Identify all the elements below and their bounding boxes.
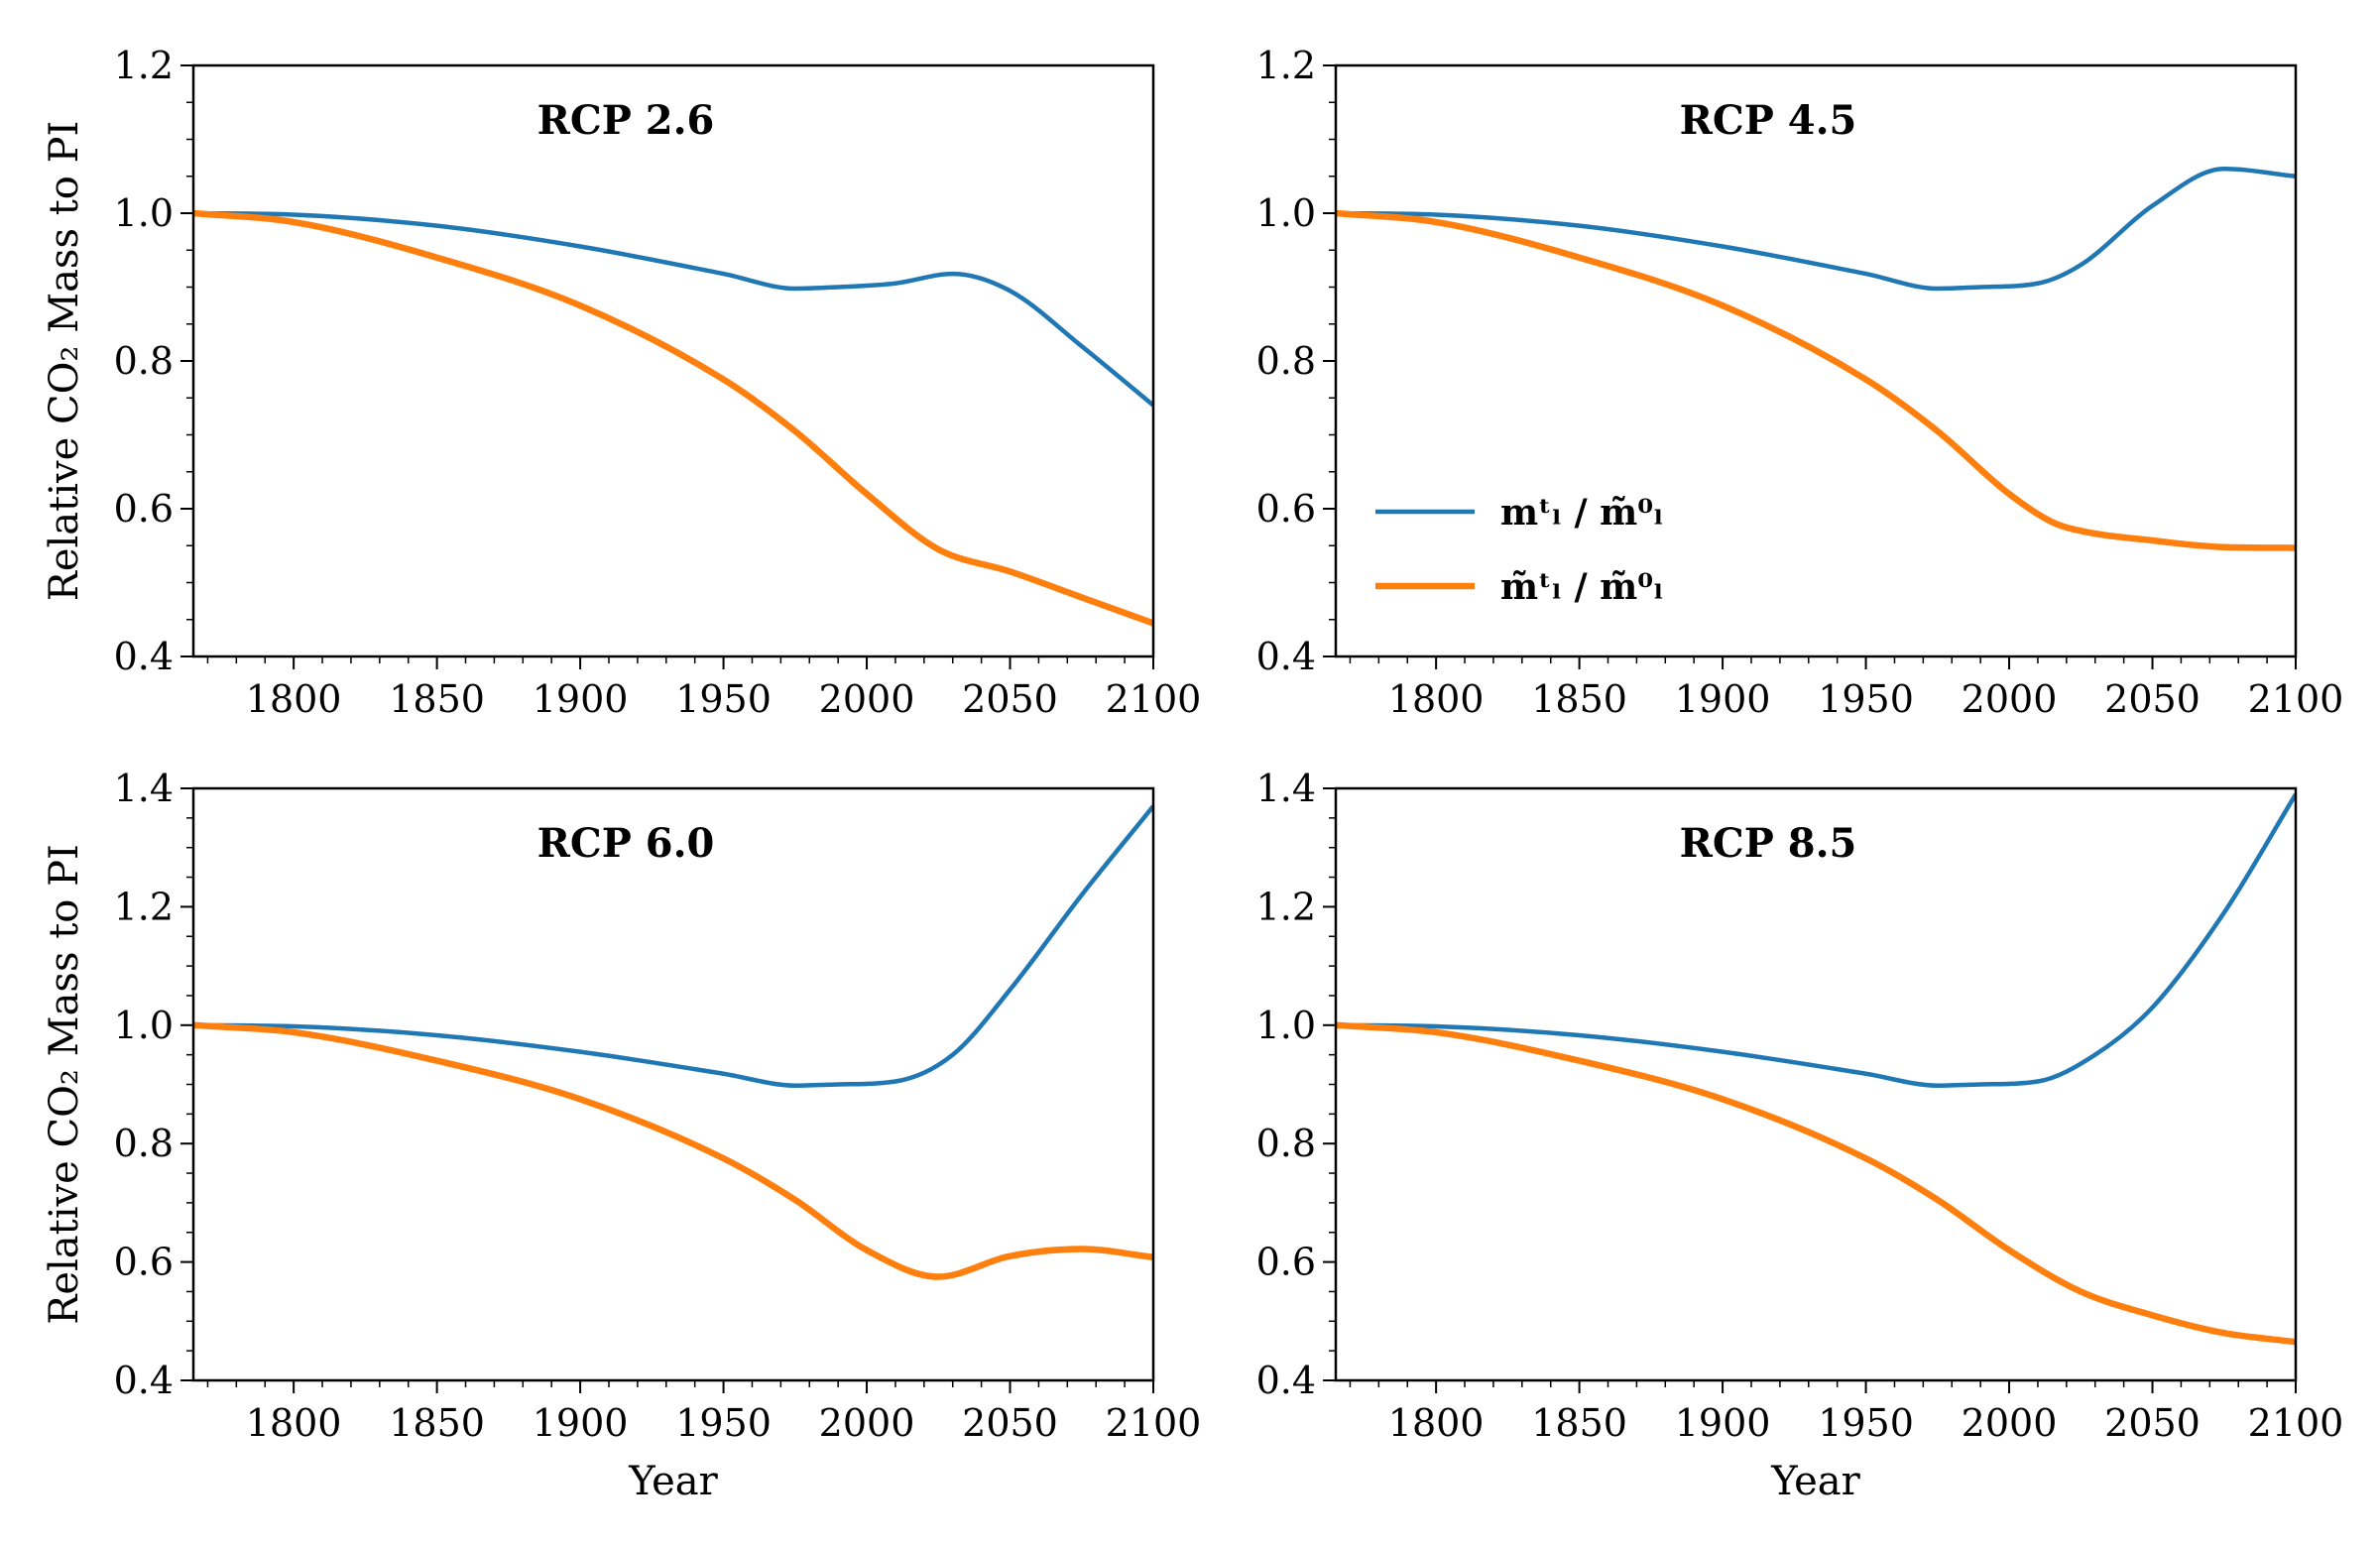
series-orange-line (1336, 1021, 2296, 1346)
x-tick-label: 1950 (675, 1401, 772, 1445)
x-tick-label: 1850 (1531, 1401, 1627, 1445)
x-tick-label: 2000 (819, 1401, 915, 1445)
x-tick-label: 2050 (2104, 1401, 2201, 1445)
x-tick-label: 1950 (1818, 1401, 1914, 1445)
x-tick-label: 2050 (962, 1401, 1058, 1445)
panel-3: 1800 1850 1900 1950 2000 2050 2100 0.4 0.6 0.8 1.0… (42, 767, 1201, 1504)
y-tick-label: 1.2 (1256, 885, 1316, 928)
x-tick-label: 2050 (962, 677, 1058, 721)
panel-1: 1800 1850 1900 1950 2000 2050 2100 0.4 0.6 0.8 1.0… (42, 44, 1201, 721)
legend-label: mᵗₗ / m̃⁰ₗ (1500, 492, 1664, 534)
x-tick-label: 1950 (675, 677, 772, 721)
y-tick-label: 1.2 (114, 885, 174, 928)
series-blue-line (193, 210, 1153, 408)
legend-label: m̃ᵗₗ / m̃⁰ₗ (1500, 566, 1664, 608)
plot-frame (1334, 786, 2298, 1382)
panel-title: RCP 2.6 (537, 97, 715, 144)
plot-frame (191, 786, 1155, 1382)
x-axis-label: Year (1770, 1459, 1860, 1504)
x-tick-label: 2100 (2248, 1401, 2344, 1445)
y-axis-label: Relative CO₂ Mass to PI (42, 121, 87, 602)
y-tick-label: 0.4 (114, 635, 174, 678)
x-tick-label: 2050 (2104, 677, 2201, 721)
x-tick-label: 2000 (819, 677, 915, 721)
panel-title: RCP 8.5 (1680, 820, 1857, 867)
x-tick-label: 1900 (533, 677, 629, 721)
y-tick-label: 1.4 (1256, 767, 1316, 810)
series-blue-line (1336, 792, 2296, 1088)
panel-title: RCP 6.0 (537, 820, 715, 867)
x-tick-label: 1900 (1675, 1401, 1771, 1445)
legend: mᵗₗ / m̃⁰ₗ m̃ᵗₗ / m̃⁰ₗ (1375, 492, 1664, 608)
y-tick-label: 0.4 (1256, 635, 1316, 678)
x-tick-label: 2000 (1962, 677, 2058, 721)
y-tick-label: 1.0 (114, 191, 174, 235)
y-axis-label: Relative CO₂ Mass to PI (42, 844, 87, 1325)
y-tick-label: 0.6 (1256, 1241, 1316, 1284)
y-tick-label: 0.8 (1256, 1122, 1316, 1165)
x-tick-label: 1800 (246, 1401, 342, 1445)
x-tick-label: 1800 (1388, 677, 1485, 721)
y-tick-label: 0.6 (114, 487, 174, 531)
y-tick-label: 0.4 (114, 1359, 174, 1402)
x-tick-label: 2100 (2248, 677, 2344, 721)
x-axis-label: Year (628, 1459, 718, 1504)
panel-2: 1800 1850 1900 1950 2000 2050 2100 0.4 0.6 0.8 1.0… (1256, 44, 2344, 721)
series-blue-line (193, 804, 1153, 1088)
series-orange-line (193, 1021, 1153, 1280)
y-tick-label: 1.4 (114, 767, 174, 810)
y-tick-label: 1.0 (1256, 1004, 1316, 1047)
x-tick-label: 1950 (1818, 677, 1914, 721)
panel-4: 1800 1850 1900 1950 2000 2050 2100 0.4 0.6 0.8 1.0… (1256, 767, 2344, 1504)
y-tick-label: 0.8 (114, 1122, 174, 1165)
y-tick-label: 0.6 (114, 1241, 174, 1284)
x-tick-label: 2100 (1106, 677, 1202, 721)
x-tick-label: 1800 (246, 677, 342, 721)
plot-frame (1334, 63, 2298, 658)
x-tick-label: 1800 (1388, 1401, 1485, 1445)
x-tick-label: 1850 (1531, 677, 1627, 721)
series-orange-line (1336, 209, 2296, 551)
y-tick-label: 1.0 (114, 1004, 174, 1047)
x-tick-label: 1900 (533, 1401, 629, 1445)
y-tick-label: 1.2 (1256, 44, 1316, 87)
x-tick-label: 1900 (1675, 677, 1771, 721)
y-tick-label: 1.2 (114, 44, 174, 87)
y-tick-label: 0.8 (1256, 339, 1316, 383)
y-tick-label: 0.6 (1256, 487, 1316, 531)
series-blue-line (1336, 167, 2296, 292)
x-tick-label: 2100 (1106, 1401, 1202, 1445)
y-tick-label: 0.4 (1256, 1359, 1316, 1402)
series-orange-line (193, 209, 1153, 627)
y-tick-label: 1.0 (1256, 191, 1316, 235)
plot-frame (191, 63, 1155, 658)
y-tick-label: 0.8 (114, 339, 174, 383)
panel-title: RCP 4.5 (1680, 97, 1857, 144)
x-tick-label: 2000 (1962, 1401, 2058, 1445)
x-tick-label: 1850 (389, 677, 485, 721)
x-tick-label: 1850 (389, 1401, 485, 1445)
